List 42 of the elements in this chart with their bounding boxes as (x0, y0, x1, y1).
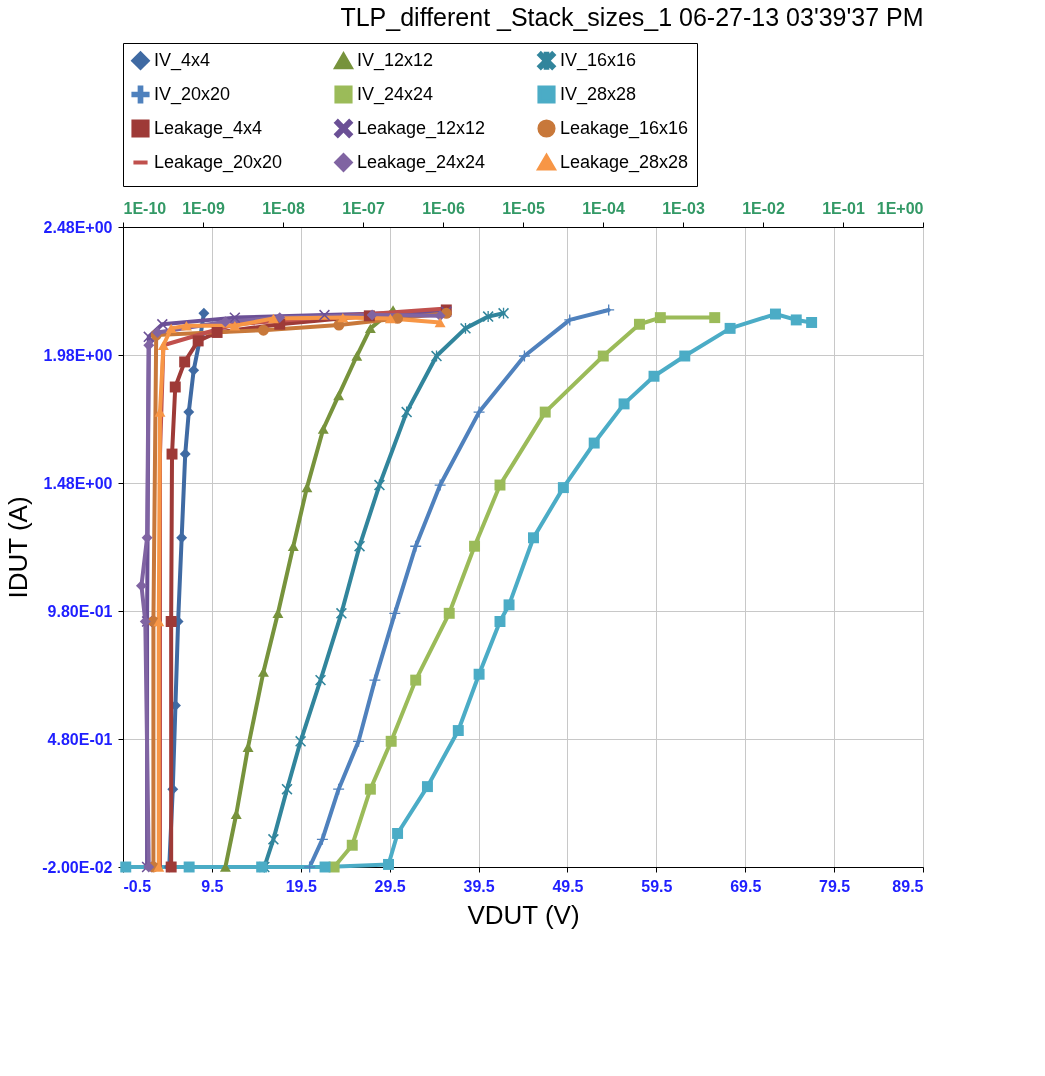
x2-tick-label: 1E-01 (822, 199, 865, 217)
legend-label: IV_20x20 (154, 83, 231, 105)
x-tick-label: 79.5 (819, 877, 851, 895)
x-tick-label: 89.5 (892, 877, 924, 895)
x2-tick-label: 1E-10 (123, 199, 167, 217)
x-tick-label: 19.5 (285, 877, 317, 895)
y-tick-label: -2.00E-02 (42, 858, 113, 876)
chart-title: TLP_different _Stack_sizes_1 06-27-13 03'39'37 PM (340, 2, 924, 31)
x-tick-label: -0.5 (123, 877, 152, 895)
x-tick-label: 49.5 (552, 877, 584, 895)
legend-label: Leakage_12x12 (357, 117, 486, 139)
x2-tick-label: 1E-07 (342, 199, 385, 217)
x2-tick-label: 1E-03 (662, 199, 705, 217)
legend-label: Leakage_4x4 (154, 117, 263, 139)
y-tick-label: 4.80E-01 (47, 730, 113, 748)
legend-label: IV_28x28 (560, 83, 637, 105)
legend-label: IV_16x16 (560, 49, 637, 71)
y-tick-label: 1.48E+00 (43, 474, 113, 492)
x2-tick-label: 1E-05 (502, 199, 545, 217)
x2-tick-label: 1E-09 (182, 199, 225, 217)
x-axis-title: VDUT (V) (467, 899, 580, 930)
x-tick-label: 59.5 (641, 877, 673, 895)
x2-tick-label: 1E-04 (582, 199, 625, 217)
x-tick-label: 29.5 (374, 877, 406, 895)
legend-label: Leakage_16x16 (560, 117, 689, 139)
legend-label: IV_24x24 (357, 83, 434, 105)
legend-label: Leakage_28x28 (560, 151, 689, 173)
legend-label: Leakage_24x24 (357, 151, 486, 173)
x2-tick-label: 1E-06 (422, 199, 465, 217)
y-tick-label: 1.98E+00 (43, 346, 113, 364)
legend-label: IV_12x12 (357, 50, 434, 72)
x2-tick-label: 1E+00 (876, 199, 924, 217)
x-tick-label: 9.5 (201, 877, 224, 895)
x2-tick-label: 1E-02 (742, 199, 785, 217)
y-axis-title: IDUT (A) (3, 496, 34, 599)
legend-label: Leakage_20x20 (154, 151, 283, 173)
y-tick-label: 2.48E+00 (43, 218, 113, 236)
x-tick-label: 39.5 (463, 877, 495, 895)
x-tick-label: 69.5 (730, 877, 762, 895)
y-tick-label: 9.80E-01 (47, 602, 113, 620)
legend-label: IV_4x4 (154, 49, 211, 71)
x2-tick-label: 1E-08 (262, 199, 305, 217)
